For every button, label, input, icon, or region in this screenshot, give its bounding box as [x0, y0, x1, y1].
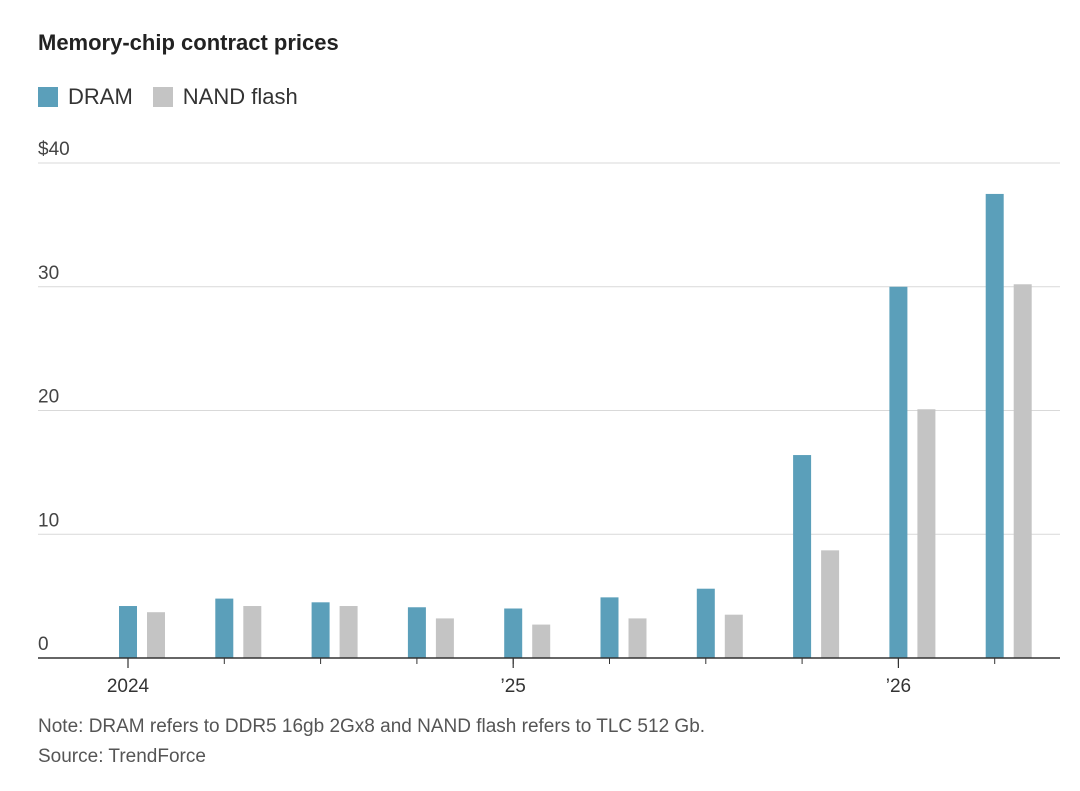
bar-nand-4: [532, 624, 551, 658]
chart-legend: DRAM NAND flash: [38, 84, 318, 110]
chart-source: Source: TrendForce: [38, 746, 206, 767]
bar-dram-8: [889, 286, 908, 658]
y-tick-label-10: 10: [38, 510, 59, 531]
bar-nand-5: [628, 618, 647, 658]
x-tick-label-1: ’25: [501, 676, 526, 697]
bar-dram-5: [600, 597, 619, 658]
bar-nand-0: [147, 612, 165, 658]
legend-label-nand: NAND flash: [182, 84, 298, 109]
y-tick-label-40: $40: [38, 139, 70, 160]
bar-dram-9: [985, 193, 1004, 658]
bar-nand-3: [435, 618, 454, 658]
bar-nand-2: [339, 606, 358, 658]
legend-item-dram: DRAM: [38, 84, 133, 110]
bar-nand-1: [243, 606, 262, 658]
legend-swatch-dram: [38, 87, 58, 107]
bar-nand-6: [724, 614, 743, 658]
bar-nand-9: [1013, 284, 1032, 658]
bar-dram-1: [215, 598, 234, 658]
y-tick-label-30: 30: [38, 263, 59, 284]
legend-item-nand: NAND flash: [152, 84, 298, 110]
legend-label-dram: DRAM: [68, 84, 133, 109]
bar-dram-7: [793, 455, 812, 658]
bar-dram-2: [311, 602, 330, 658]
bar-nand-8: [917, 409, 936, 658]
y-tick-label-0: 0: [38, 634, 49, 655]
chart-note: Note: DRAM refers to DDR5 16gb 2Gx8 and …: [38, 716, 706, 737]
y-tick-label-20: 20: [38, 387, 59, 408]
bar-nand-7: [821, 550, 840, 658]
bar-dram-4: [504, 608, 523, 658]
x-tick-label-0: 2024: [107, 676, 150, 697]
bar-dram-6: [696, 588, 715, 658]
bar-dram-3: [407, 607, 426, 658]
legend-swatch-nand: [152, 87, 173, 107]
x-tick-label-2: ’26: [886, 676, 911, 697]
bar-dram-0: [119, 606, 137, 658]
chart-title: Memory-chip contract prices: [38, 30, 339, 55]
